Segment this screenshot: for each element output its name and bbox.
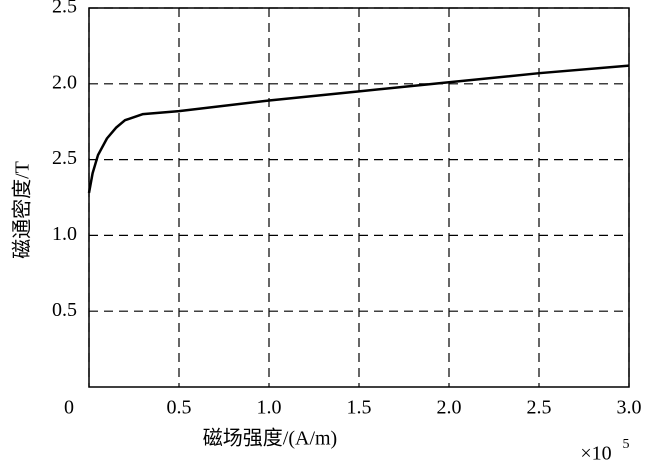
y-tick-label: 1.0 — [52, 223, 77, 245]
x-tick-label: 3.0 — [617, 397, 642, 419]
x-tick-label: 1.5 — [347, 397, 372, 419]
x-multiplier: ×10 — [580, 443, 611, 465]
x-multiplier-exponent: 5 — [623, 437, 630, 452]
x-tick-label: 0.5 — [167, 397, 192, 419]
y-tick-label: 2.5 — [52, 147, 77, 169]
x-tick-label: 0 — [64, 397, 74, 419]
y-axis-label: 磁通密度/T — [11, 161, 34, 259]
y-tick-label: 2.0 — [52, 71, 77, 93]
x-tick-label: 2.5 — [527, 397, 552, 419]
data-line — [87, 64, 630, 194]
x-axis-label: 磁场强度/(A/m) — [203, 427, 337, 450]
y-tick-label: 0.5 — [52, 299, 77, 321]
x-tick-label: 2.0 — [437, 397, 462, 419]
y-tick-label: 2.5 — [52, 0, 77, 18]
plot-frame — [88, 7, 630, 388]
x-tick-label: 1.0 — [257, 397, 282, 419]
